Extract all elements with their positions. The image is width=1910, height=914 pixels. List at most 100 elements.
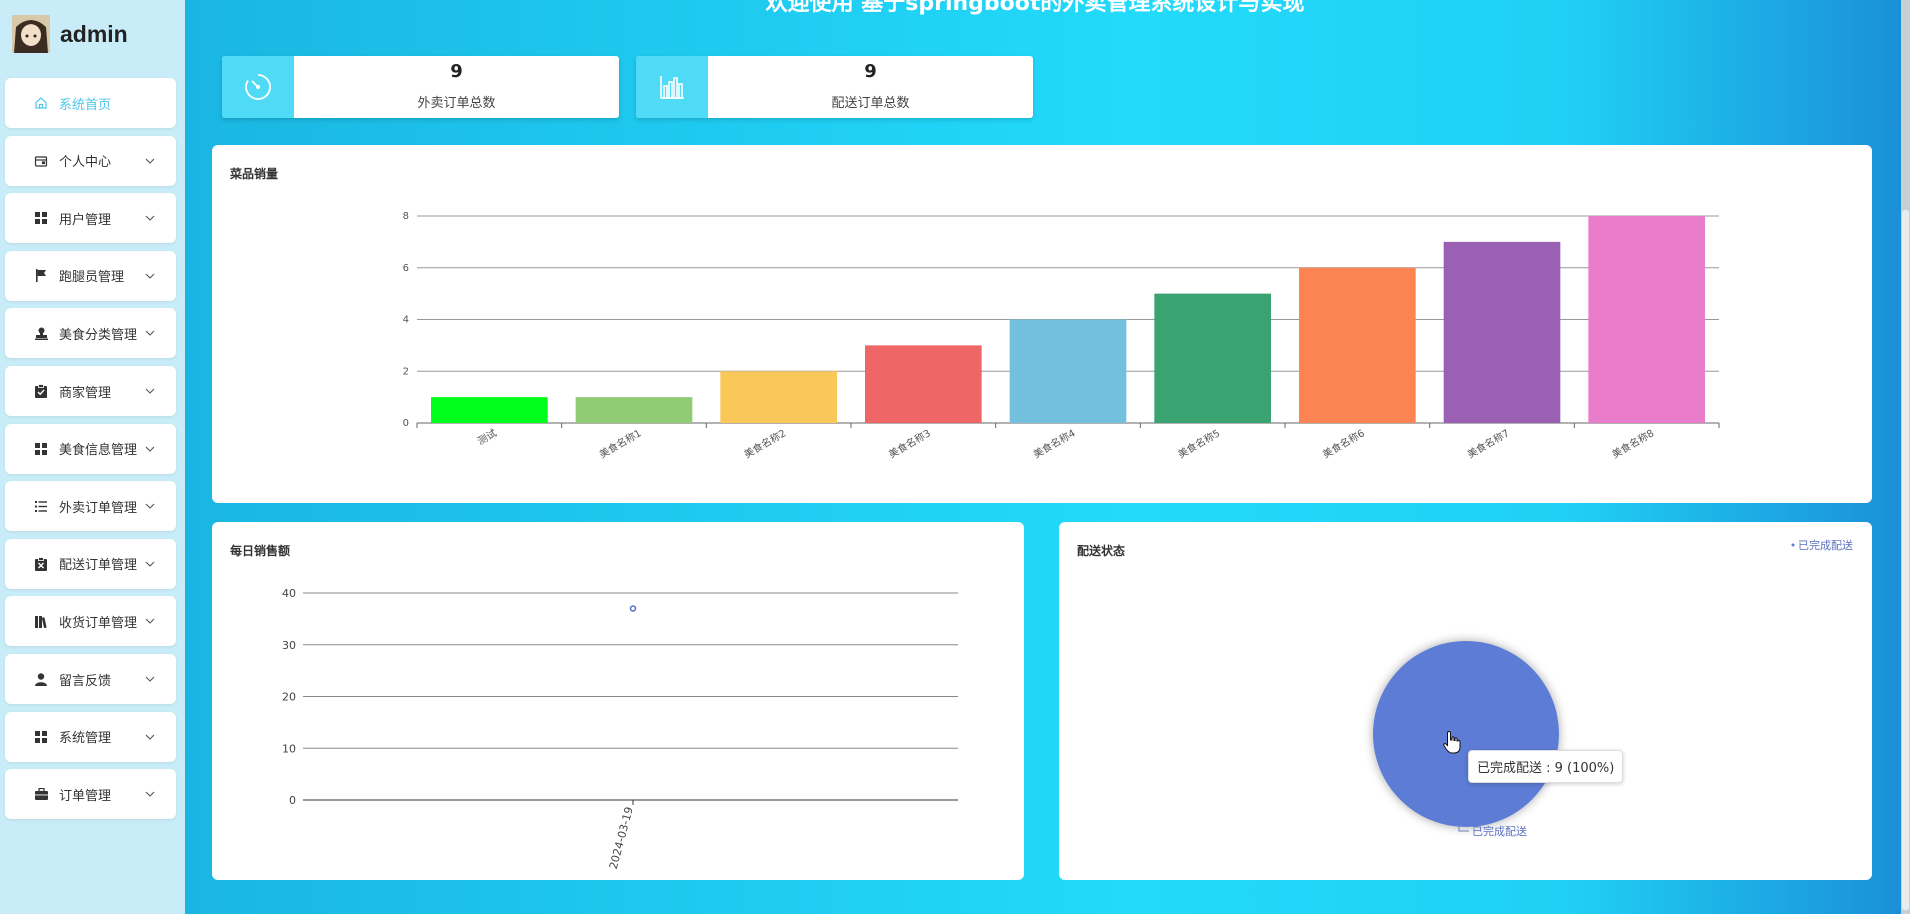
x-tick-label: 测试: [475, 426, 499, 447]
sidebar-item[interactable]: 收货订单管理: [5, 596, 176, 647]
page-title: 欢迎使用 基于springboot的外卖管理系统设计与实现: [765, 0, 1305, 16]
briefcase-icon: [33, 786, 49, 802]
user-info[interactable]: admin: [12, 14, 128, 54]
sidebar-item-label: 个人中心: [59, 155, 112, 171]
x-tick-label: 美食名称4: [1031, 426, 1078, 460]
x-tick-label: 美食名称1: [597, 426, 644, 460]
pie-slice: [1373, 641, 1559, 827]
clipboard-check-icon: [33, 383, 49, 399]
x-tick-label: 美食名称5: [1176, 426, 1223, 460]
y-tick-label: 20: [282, 691, 296, 704]
sidebar-item-label: 配送订单管理: [59, 558, 138, 574]
chevron-down-icon[interactable]: [142, 215, 158, 221]
chevron-down-icon[interactable]: [142, 503, 158, 509]
sidebar-item[interactable]: 个人中心: [5, 135, 176, 186]
speedometer-icon: [222, 56, 294, 118]
x-tick-label: 美食名称7: [1465, 426, 1512, 460]
daily-sales-chart: 0 10 20 30 40 2024-03-19: [282, 587, 958, 871]
sidebar-item[interactable]: 跑腿员管理: [5, 250, 176, 301]
sidebar-item-label: 美食信息管理: [59, 443, 138, 459]
chevron-down-icon[interactable]: [142, 561, 158, 567]
bar: [720, 371, 837, 423]
bar: [575, 397, 693, 423]
scrollbar-thumb[interactable]: [1902, 210, 1909, 910]
chevron-down-icon[interactable]: [142, 676, 158, 682]
sidebar-item[interactable]: 订单管理: [5, 769, 176, 820]
delivery-status-panel: 配送状态 已完成配送 已完成配送: [1059, 522, 1872, 880]
bar: [1154, 293, 1271, 423]
x-tick-label: 美食名称8: [1610, 426, 1657, 460]
user-icon: [33, 671, 49, 687]
chevron-down-icon[interactable]: [142, 330, 158, 337]
daily-sales-panel: 每日销售额 0 10 20 30 40 2024-03-19: [212, 522, 1024, 880]
stat-value: 9: [864, 61, 877, 82]
stat-card-delivery-orders: 9 外卖订单总数: [222, 56, 619, 118]
sidebar: admin 系统首页个人中心用户管理跑腿员管理美食分类管理商家管理美食信息管理外…: [0, 0, 185, 914]
grid-icon: [33, 441, 49, 457]
main-content: 欢迎使用 基于springboot的外卖管理系统设计与实现 9 外卖订单总数 9…: [185, 0, 1910, 914]
legend-marker: [1791, 543, 1795, 547]
y-tick-label: 40: [282, 587, 296, 600]
sidebar-item[interactable]: 外卖订单管理: [5, 481, 176, 532]
home-icon: [33, 95, 49, 111]
sidebar-item-label: 跑腿员管理: [59, 270, 125, 286]
bar: [1443, 241, 1561, 423]
sidebar-item-label: 留言反馈: [59, 673, 112, 689]
label-line: [1458, 822, 1469, 832]
chevron-down-icon[interactable]: [142, 273, 158, 279]
sidebar-item[interactable]: 配送订单管理: [5, 538, 176, 589]
username: admin: [60, 20, 128, 47]
dish-sales-chart: 0 2 4 6 8 测试 美食名称1 美食名称2 美食名称3 美食名称4 美食名称5 美食名称6 美食名…: [403, 211, 1720, 461]
y-tick-label: 2: [403, 366, 409, 377]
wallet-icon: [33, 153, 49, 169]
chevron-down-icon[interactable]: [142, 446, 158, 452]
bar-chart-icon: [636, 56, 708, 118]
chevron-down-icon[interactable]: [142, 618, 158, 625]
bar: [1588, 216, 1705, 423]
sidebar-item-label: 系统首页: [59, 97, 112, 113]
sidebar-item[interactable]: 留言反馈: [5, 654, 176, 704]
scrollbar[interactable]: [1901, 0, 1910, 914]
bar: [431, 397, 548, 423]
pie-label: 已完成配送: [1472, 824, 1527, 838]
sidebar-item-label: 外卖订单管理: [59, 500, 138, 516]
x-tick-label: 美食名称3: [886, 426, 933, 460]
stamp-icon: [33, 325, 49, 341]
y-tick-label: 0: [289, 794, 296, 807]
panel-title: 配送状态: [1077, 544, 1126, 558]
chevron-down-icon[interactable]: [142, 791, 158, 797]
sidebar-item[interactable]: 系统首页: [5, 78, 176, 128]
sidebar-item-label: 美食分类管理: [59, 327, 138, 343]
bar: [1299, 267, 1416, 423]
data-point: [629, 605, 637, 612]
sidebar-item[interactable]: 系统管理: [5, 711, 176, 762]
stat-label: 配送订单总数: [831, 96, 910, 111]
x-tick-label: 美食名称6: [1320, 426, 1367, 460]
sidebar-item[interactable]: 美食分类管理: [5, 308, 176, 359]
panel-title: 每日销售额: [230, 544, 291, 558]
chevron-down-icon[interactable]: [142, 158, 158, 164]
books-icon: [33, 613, 49, 629]
sidebar-item-label: 用户管理: [59, 212, 112, 228]
legend-label: 已完成配送: [1798, 538, 1853, 552]
sidebar-item[interactable]: 商家管理: [5, 366, 176, 416]
stat-card-dispatch-orders: 9 配送订单总数: [636, 56, 1033, 118]
y-tick-label: 10: [282, 742, 296, 755]
chevron-down-icon[interactable]: [142, 388, 158, 394]
sidebar-item[interactable]: 美食信息管理: [5, 423, 176, 474]
y-tick-label: 6: [403, 263, 409, 274]
y-tick-label: 4: [403, 315, 409, 326]
grid-icon: [33, 729, 49, 745]
clipboard-x-icon: [33, 556, 49, 572]
flag-icon: [33, 268, 49, 284]
sidebar-item-label: 收货订单管理: [59, 615, 138, 631]
sidebar-item-label: 系统管理: [59, 731, 112, 747]
bar: [1009, 319, 1127, 423]
dish-sales-panel: 菜品销量 0 2 4 6 8 测试 美食名称1 美食名称2 美食名称3 美食名称4 美食名称5 美食名…: [212, 145, 1872, 503]
list-icon: [33, 498, 49, 514]
chevron-down-icon[interactable]: [142, 734, 158, 740]
avatar[interactable]: [12, 15, 50, 53]
sidebar-item[interactable]: 用户管理: [5, 193, 176, 244]
grid-icon: [33, 210, 49, 226]
